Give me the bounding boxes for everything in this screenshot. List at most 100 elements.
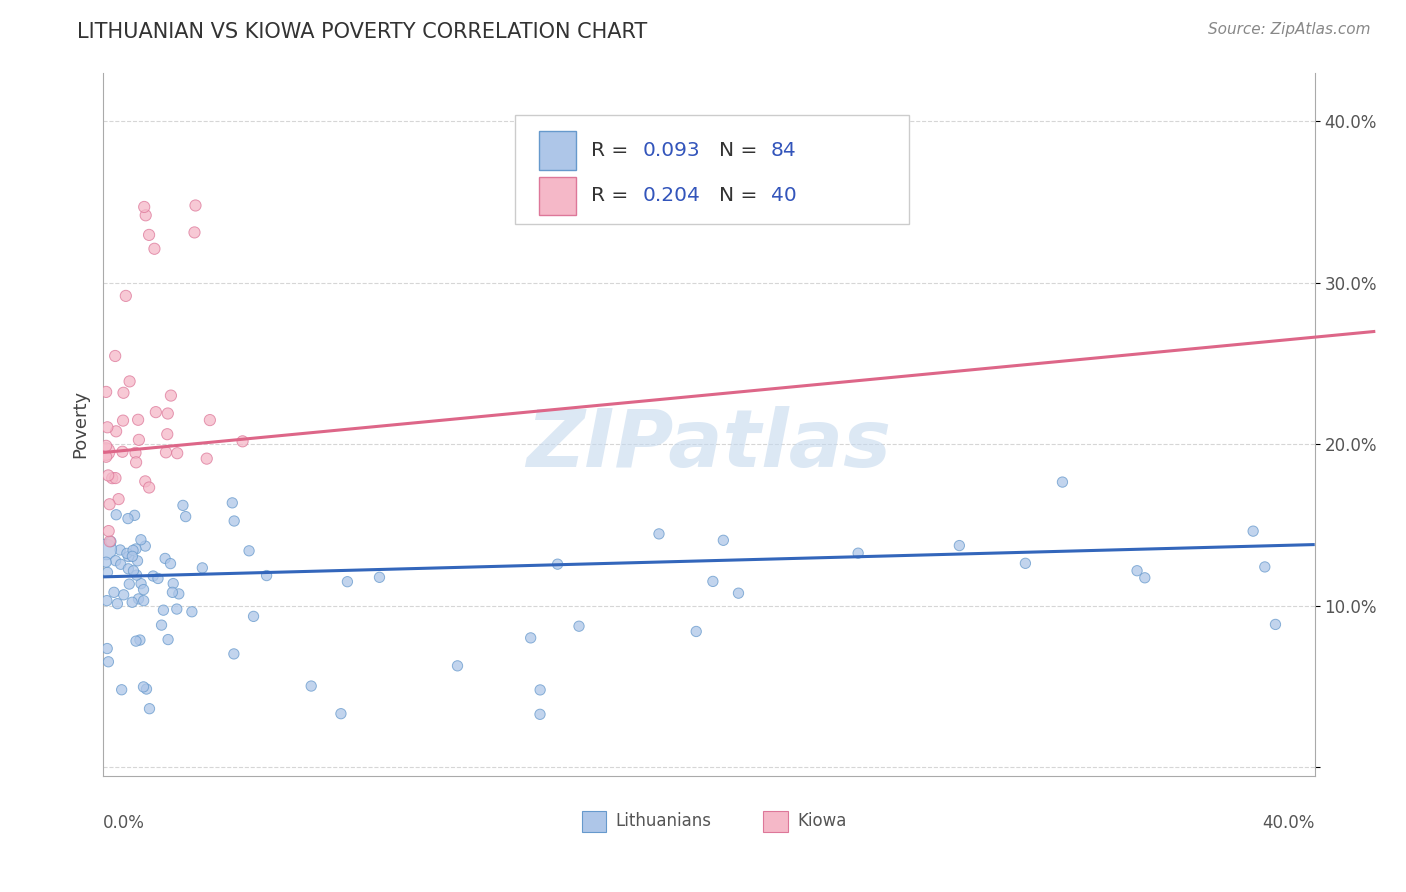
Point [118, 577, 141, 591]
Point [115, 546, 138, 560]
Point [191, 561, 214, 575]
Point [108, 543, 131, 558]
Point [127, 554, 149, 568]
Text: ZIPatlas: ZIPatlas [526, 407, 891, 484]
Point [160, 388, 183, 402]
Point [238, 544, 260, 558]
Point [138, 481, 160, 495]
Point [103, 585, 125, 599]
Point [155, 445, 177, 459]
Point [224, 514, 246, 528]
Point [162, 585, 184, 599]
Bar [582, 811, 606, 831]
Point [167, 587, 190, 601]
Point [299, 679, 322, 693]
Point [1241, 524, 1264, 538]
Point [242, 609, 264, 624]
Point [129, 533, 152, 547]
Point [117, 549, 139, 564]
Point [105, 425, 128, 439]
Point [105, 597, 128, 611]
Point [125, 568, 148, 582]
Point [96, 384, 118, 399]
Point [96, 420, 118, 434]
Point [1254, 560, 1277, 574]
Point [142, 569, 165, 583]
Point [96, 444, 118, 458]
Point [1126, 564, 1149, 578]
Point [112, 588, 135, 602]
Point [232, 434, 254, 449]
Point [111, 444, 134, 458]
Text: R =: R = [592, 186, 636, 205]
Point [162, 576, 184, 591]
Point [172, 499, 194, 513]
Point [150, 618, 173, 632]
Point [143, 242, 166, 256]
Point [96, 593, 118, 607]
Point [145, 405, 167, 419]
Point [159, 557, 181, 571]
Text: 0.0%: 0.0% [103, 814, 145, 832]
Point [648, 527, 671, 541]
Point [1052, 475, 1074, 489]
Point [547, 557, 569, 571]
Point [166, 446, 188, 460]
Point [96, 542, 118, 557]
Point [104, 471, 127, 485]
Point [702, 574, 724, 589]
Text: 84: 84 [770, 141, 796, 160]
Point [1133, 571, 1156, 585]
Point [111, 682, 134, 697]
Point [101, 471, 124, 485]
Point [124, 446, 146, 460]
Point [180, 605, 202, 619]
Point [97, 468, 120, 483]
Point [132, 593, 155, 607]
Point [156, 427, 179, 442]
Point [156, 407, 179, 421]
Point [711, 533, 734, 548]
Point [174, 509, 197, 524]
Text: LITHUANIAN VS KIOWA POVERTY CORRELATION CHART: LITHUANIAN VS KIOWA POVERTY CORRELATION … [77, 22, 648, 42]
Point [221, 496, 243, 510]
Point [519, 631, 541, 645]
Point [129, 576, 152, 591]
FancyBboxPatch shape [515, 115, 908, 224]
Point [97, 524, 120, 538]
Point [368, 570, 391, 584]
Point [125, 455, 148, 469]
Point [134, 475, 156, 489]
Point [114, 289, 136, 303]
Point [256, 568, 278, 582]
Y-axis label: Poverty: Poverty [72, 390, 89, 458]
Bar [763, 811, 787, 831]
Point [104, 349, 127, 363]
Point [97, 655, 120, 669]
Text: 0.093: 0.093 [643, 141, 700, 160]
Point [121, 549, 143, 564]
Text: N =: N = [718, 141, 763, 160]
Point [110, 558, 132, 572]
Text: Kiowa: Kiowa [797, 813, 846, 830]
Text: 0.204: 0.204 [643, 186, 700, 205]
Point [118, 375, 141, 389]
Point [100, 534, 122, 549]
Point [117, 511, 139, 525]
Point [846, 546, 869, 560]
Point [96, 439, 118, 453]
Point [336, 574, 359, 589]
Text: N =: N = [718, 186, 763, 205]
Point [529, 707, 551, 722]
Point [446, 658, 468, 673]
Point [183, 226, 205, 240]
Text: 40.0%: 40.0% [1263, 814, 1315, 832]
Point [96, 641, 118, 656]
Point [529, 682, 551, 697]
Point [122, 543, 145, 558]
Point [685, 624, 707, 639]
Point [132, 582, 155, 597]
Point [128, 433, 150, 447]
Point [98, 497, 121, 511]
Point [134, 539, 156, 553]
